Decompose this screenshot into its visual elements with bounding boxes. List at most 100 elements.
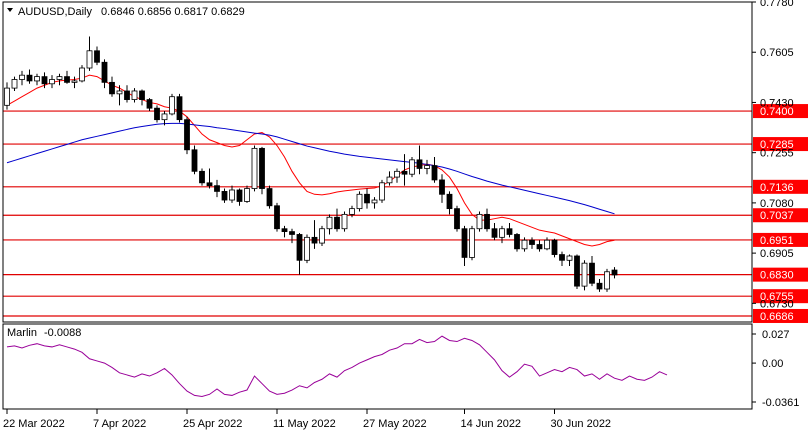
candle-35 [266, 185, 273, 209]
level-tag-0 [753, 104, 808, 119]
candle-body [521, 239, 528, 250]
candle-24 [184, 116, 190, 155]
candle-73 [551, 238, 558, 258]
level-tag-6 [753, 289, 808, 304]
candle-29 [221, 188, 228, 203]
candle-72 [544, 237, 550, 251]
candle-60 [454, 205, 460, 232]
price-tick-label-0: 0.7780 [760, 0, 794, 9]
candle-body [274, 205, 280, 230]
candle-33 [251, 145, 258, 192]
candle-68 [514, 233, 520, 252]
candle-body [296, 234, 303, 261]
candle-15 [116, 85, 123, 106]
candle-body [334, 216, 340, 230]
candle-20 [154, 105, 160, 123]
level-label-0: 0.7400 [760, 106, 794, 118]
indicator-tick-label-2: -0.0361 [762, 397, 799, 409]
level-tag-1 [753, 137, 808, 152]
candle-8 [64, 70, 70, 84]
candle-3 [26, 69, 33, 84]
candle-69 [521, 237, 528, 252]
candle-body [394, 170, 400, 178]
candle-59 [446, 191, 453, 215]
candle-50 [379, 179, 385, 203]
candle-47 [356, 191, 363, 212]
candle-body [26, 74, 33, 82]
marlin-line [6, 335, 668, 398]
candle-body [116, 90, 123, 95]
candle-body [454, 208, 460, 230]
candle-27 [206, 168, 213, 189]
candle-body [439, 179, 445, 195]
candle-16 [124, 85, 130, 103]
candle-body [19, 74, 25, 80]
price-tick-label-1: 0.7605 [760, 47, 794, 59]
candle-6 [49, 75, 55, 89]
candle-79 [596, 278, 603, 292]
candle-body [536, 244, 543, 250]
time-tick-label-3: 11 May 2022 [273, 418, 336, 430]
indicator-tick-label-1: 0.00 [762, 358, 783, 370]
level-tag-7 [753, 308, 808, 323]
candle-22 [169, 93, 175, 116]
candle-body [251, 147, 258, 189]
level-label-5: 0.6830 [760, 270, 794, 282]
level-label-1: 0.7285 [760, 139, 794, 151]
candle-body [461, 228, 468, 258]
candle-40 [304, 234, 310, 264]
candle-19 [146, 98, 153, 112]
candle-body [311, 236, 318, 244]
candle-body [574, 255, 580, 287]
candle-63 [476, 211, 483, 232]
candle-body [244, 188, 250, 202]
candle-body [416, 159, 423, 169]
price-panel-frame [2, 1, 753, 323]
candle-44 [334, 208, 340, 232]
candle-body [56, 76, 63, 80]
candle-body [581, 262, 588, 287]
moving-average-1 [6, 122, 615, 215]
support-resistance-levels: 0.7400 0.7285 0.7136 0.7037 0.6951 0.6830 0.67… [3, 104, 808, 323]
candle-body [79, 67, 85, 82]
marlin-indicator [6, 335, 668, 398]
candle-body [596, 282, 603, 290]
candle-body [169, 96, 175, 115]
price-tick-label-5: 0.6905 [760, 248, 794, 260]
candle-4 [34, 73, 40, 86]
time-tick-label-2: 25 Apr 2022 [183, 418, 242, 430]
candle-body [191, 149, 198, 172]
candle-26 [199, 168, 205, 186]
candle-body [326, 216, 333, 230]
level-label-4: 0.6951 [760, 235, 794, 247]
candle-66 [499, 225, 505, 244]
candle-body [161, 113, 168, 121]
moving-average-0 [6, 74, 615, 247]
candle-body [401, 170, 408, 175]
candle-11 [86, 36, 93, 71]
candle-5 [41, 72, 48, 89]
candle-14 [109, 76, 115, 97]
candle-55 [416, 145, 423, 175]
candle-81 [611, 267, 618, 279]
candle-body [379, 182, 385, 201]
candle-31 [236, 188, 243, 206]
price-tick-label-3: 0.7255 [760, 148, 794, 160]
chart-title: AUDUSD,Daily 0.6846 0.6856 0.6817 0.6829 [18, 6, 245, 18]
candle-23 [176, 93, 183, 123]
candle-body [506, 228, 513, 235]
candle-body [469, 228, 475, 258]
candle-body [221, 191, 228, 201]
dropdown-triangle-icon[interactable] [7, 8, 13, 12]
candle-25 [191, 145, 198, 175]
candle-28 [214, 179, 220, 198]
candle-body [529, 239, 535, 245]
candle-body [341, 213, 348, 230]
price-tick-label-2: 0.7430 [760, 97, 794, 109]
candle-61 [461, 225, 468, 267]
moving-averages [6, 74, 615, 247]
level-tag-3 [753, 208, 808, 223]
candle-body [4, 87, 10, 106]
candle-body [139, 90, 145, 100]
candle-body [184, 119, 190, 151]
